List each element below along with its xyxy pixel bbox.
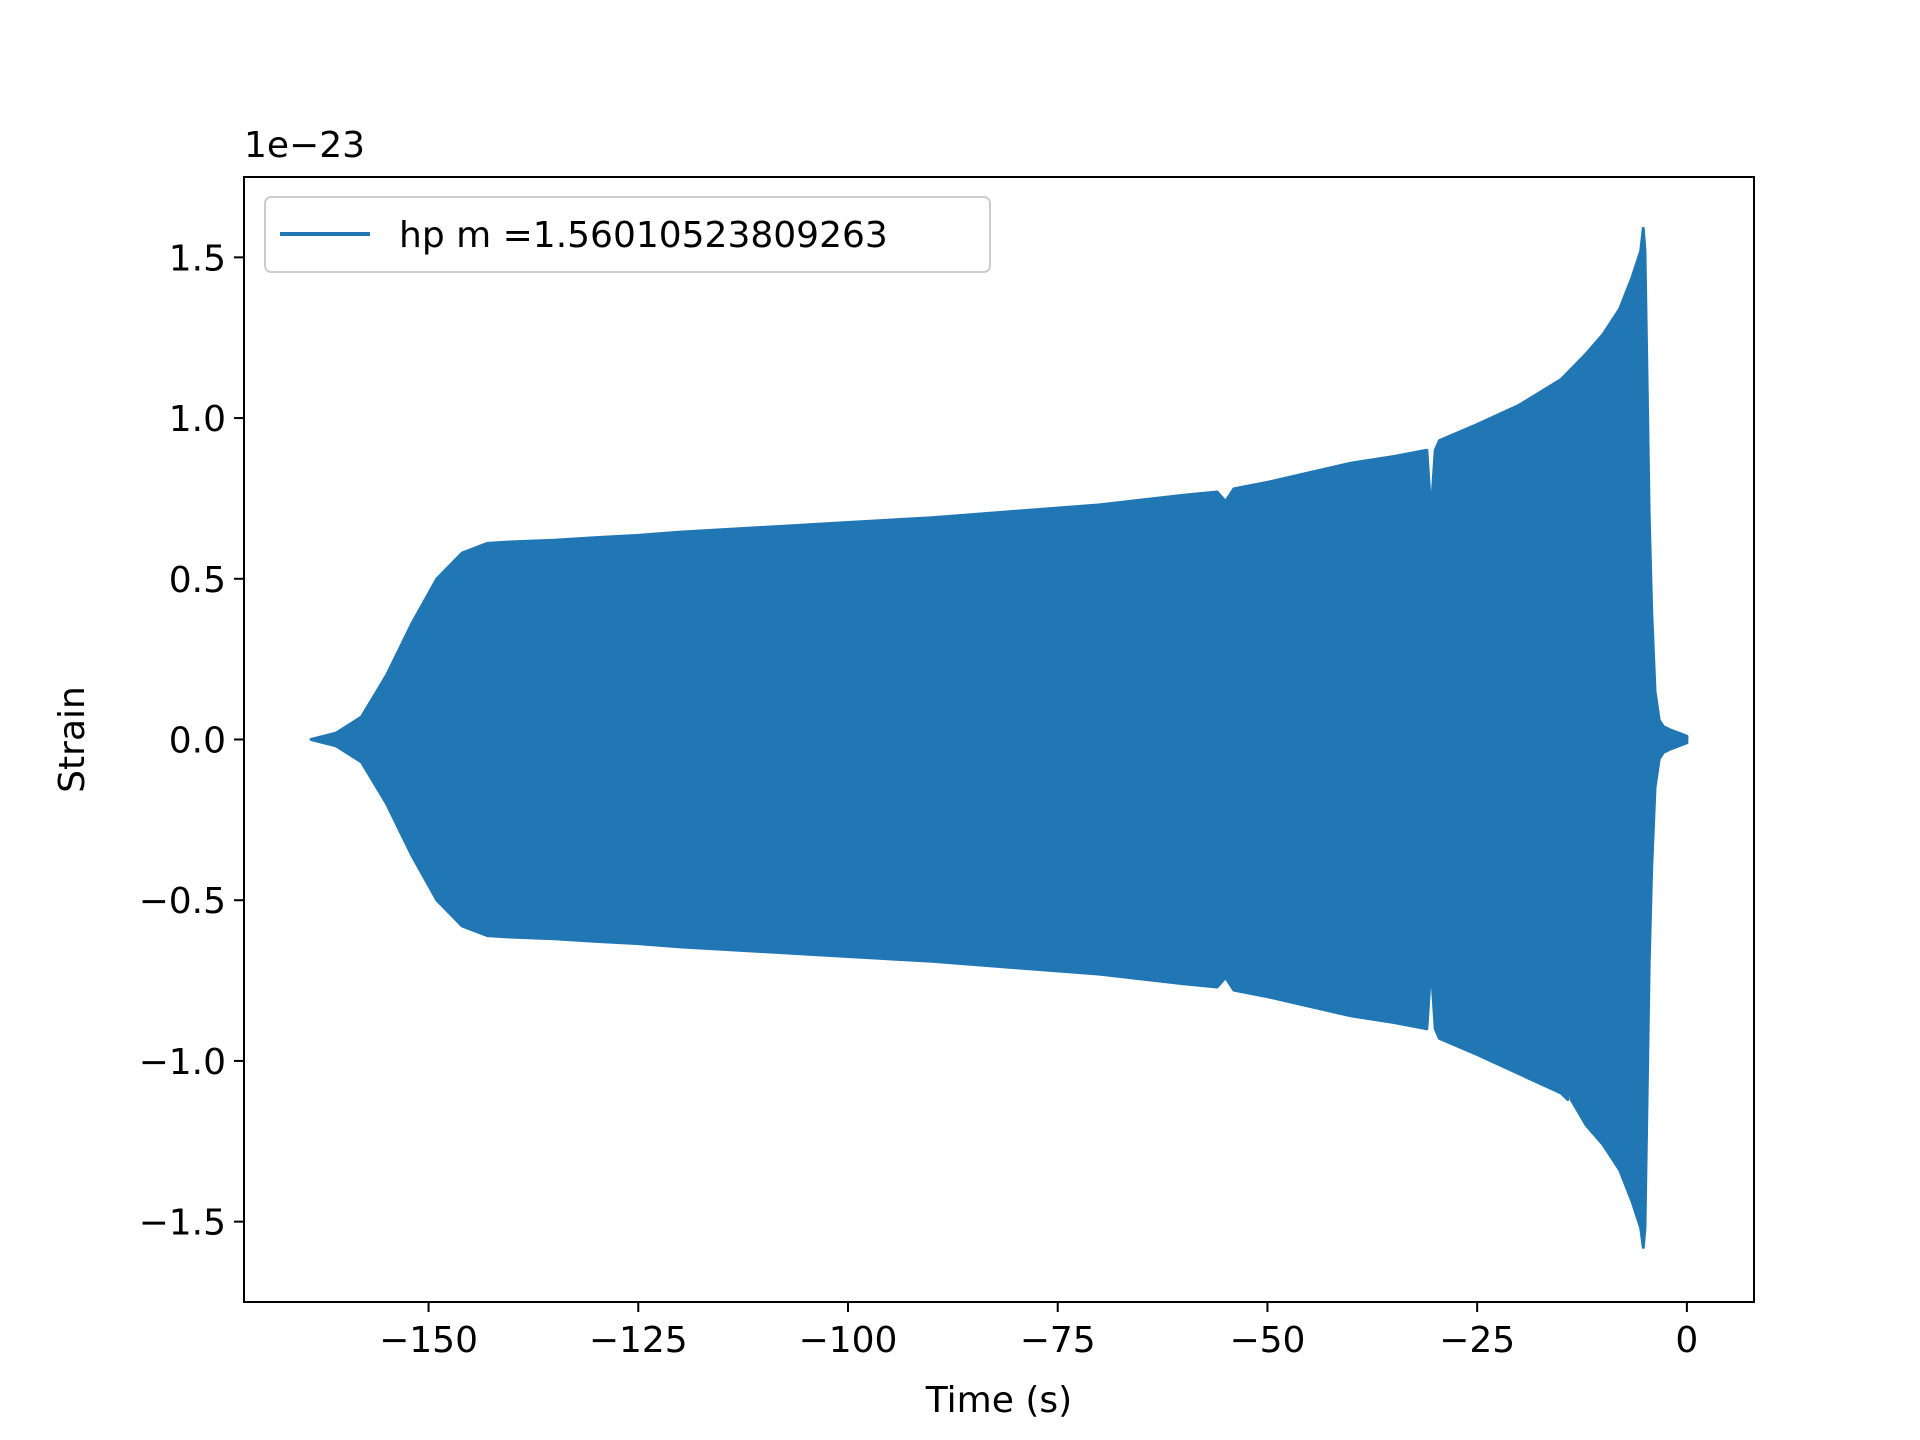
x-tick-label: 0: [1675, 1320, 1698, 1361]
y-axis-label: Strain: [52, 686, 93, 793]
series-layer: [309, 226, 1689, 1249]
y-tick-label: 1.0: [169, 399, 226, 440]
x-axis-label: Time (s): [925, 1380, 1072, 1421]
x-tick-label: −25: [1439, 1320, 1515, 1361]
y-tick-label: 1.5: [169, 238, 226, 279]
legend: hp m =1.56010523809263: [264, 196, 991, 273]
y-tick-label: −1.5: [139, 1203, 226, 1244]
x-tick-label: −125: [589, 1320, 688, 1361]
x-axis-ticks: −150 −125 −100 −75 −50 −25 0: [379, 1302, 1698, 1361]
y-tick-label: 0.0: [169, 721, 226, 762]
y-tick-label: −1.0: [139, 1042, 226, 1083]
x-tick-label: −50: [1229, 1320, 1305, 1361]
x-tick-label: −100: [799, 1320, 898, 1361]
legend-box: [264, 196, 991, 273]
y-tick-label: 0.5: [169, 560, 226, 601]
x-tick-label: −75: [1020, 1320, 1096, 1361]
x-tick-label: −150: [379, 1320, 478, 1361]
series-hp-waveform: [309, 226, 1689, 1249]
y-axis-ticks: −1.5 −1.0 −0.5 0.0 0.5 1.0 1.5: [139, 238, 244, 1244]
legend-label: hp m =1.56010523809263: [399, 215, 888, 256]
y-axis-scale-label: 1e−23: [244, 125, 365, 166]
y-tick-label: −0.5: [139, 881, 226, 922]
